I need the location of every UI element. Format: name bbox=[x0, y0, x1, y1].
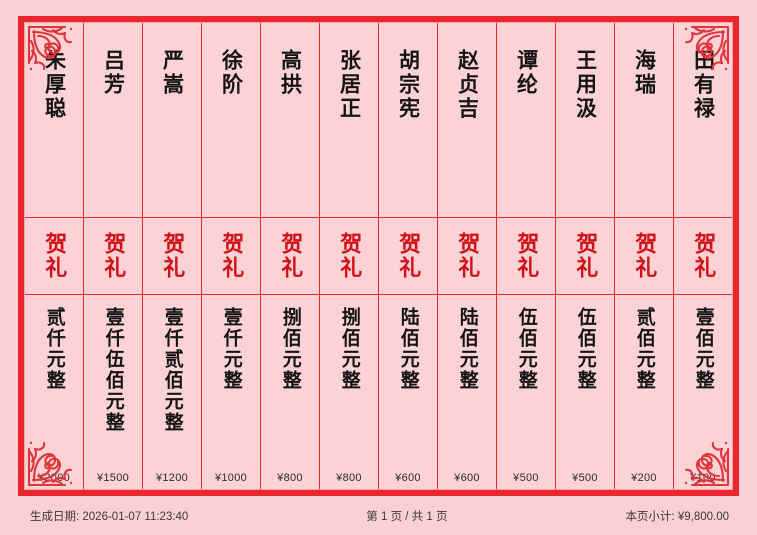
amount-in-words-text: 贰仟元整 bbox=[43, 307, 65, 391]
amount-in-words-text: 壹仟贰佰元整 bbox=[161, 307, 183, 433]
donor-name-text: 胡宗宪 bbox=[396, 49, 421, 121]
amount-numeric-label: ¥800 bbox=[277, 472, 303, 484]
gift-label-cell: 贺礼 bbox=[379, 218, 438, 294]
gift-label-text: 贺礼 bbox=[160, 232, 186, 280]
gift-label-cell: 贺礼 bbox=[25, 218, 84, 294]
gift-label-text: 贺礼 bbox=[396, 232, 422, 280]
amount-in-words-text: 贰佰元整 bbox=[633, 307, 655, 391]
amounts-row: 贰仟元整 ¥2000 壹仟伍佰元整 ¥1500 壹仟贰佰元整 ¥1200 壹仟元整 ¥1000… bbox=[25, 295, 732, 489]
amount-numeric-label: ¥1200 bbox=[155, 472, 189, 484]
donor-name-text: 朱厚聪 bbox=[42, 49, 67, 121]
gift-label-cell: 贺礼 bbox=[497, 218, 556, 294]
donor-name-text: 高拱 bbox=[278, 49, 303, 97]
donor-name-cell[interactable]: 徐阶 bbox=[202, 23, 261, 217]
gift-label-cell: 贺礼 bbox=[320, 218, 379, 294]
amount-in-words-text: 陆佰元整 bbox=[397, 307, 419, 391]
gift-label-text: 贺礼 bbox=[42, 232, 68, 280]
amount-in-words-text: 捌佰元整 bbox=[279, 307, 301, 391]
gift-amount-cell[interactable]: 伍佰元整 ¥500 bbox=[556, 295, 615, 489]
amount-numeric-label: ¥800 bbox=[336, 472, 362, 484]
gift-label-cell: 贺礼 bbox=[615, 218, 674, 294]
amount-numeric-label: ¥600 bbox=[395, 472, 421, 484]
gift-amount-cell[interactable]: 捌佰元整 ¥800 bbox=[320, 295, 379, 489]
gift-amount-cell[interactable]: 贰仟元整 ¥2000 bbox=[25, 295, 84, 489]
gift-label-cell: 贺礼 bbox=[143, 218, 202, 294]
amount-numeric-label: ¥2000 bbox=[37, 472, 71, 484]
gift-label-cell: 贺礼 bbox=[202, 218, 261, 294]
amount-in-words-text: 壹仟元整 bbox=[220, 307, 242, 391]
gift-label-text: 贺礼 bbox=[691, 232, 717, 280]
amount-numeric-label: ¥100 bbox=[690, 472, 716, 484]
donor-name-text: 徐阶 bbox=[219, 49, 244, 97]
amount-numeric-label: ¥1500 bbox=[96, 472, 130, 484]
amount-numeric-label: ¥1000 bbox=[214, 472, 248, 484]
donor-name-cell[interactable]: 朱厚聪 bbox=[25, 23, 84, 217]
donor-name-cell[interactable]: 王用汲 bbox=[556, 23, 615, 217]
donor-name-text: 赵贞吉 bbox=[455, 49, 480, 121]
gift-label-text: 贺礼 bbox=[101, 232, 127, 280]
donor-name-text: 海瑞 bbox=[632, 49, 657, 97]
gift-amount-cell[interactable]: 伍佰元整 ¥500 bbox=[497, 295, 556, 489]
donor-name-cell[interactable]: 高拱 bbox=[261, 23, 320, 217]
certificate-inner-frame: 朱厚聪 吕芳 严嵩 徐阶 高拱 张居正 胡宗宪 赵贞吉 谭纶 王用汲 海瑞 田有禄 贺礼 贺礼 贺礼 贺礼贺… bbox=[24, 22, 733, 490]
gift-label-cell: 贺礼 bbox=[674, 218, 732, 294]
amount-in-words-text: 壹仟伍佰元整 bbox=[102, 307, 124, 433]
gift-amount-cell[interactable]: 壹仟伍佰元整 ¥1500 bbox=[84, 295, 143, 489]
gift-label-text: 贺礼 bbox=[514, 232, 540, 280]
amount-in-words-text: 伍佰元整 bbox=[574, 307, 596, 391]
amount-numeric-label: ¥600 bbox=[454, 472, 480, 484]
page-subtotal-label: 本页小计: ¥9,800.00 bbox=[625, 511, 729, 523]
gift-amount-cell[interactable]: 陆佰元整 ¥600 bbox=[379, 295, 438, 489]
gift-label-cell: 贺礼 bbox=[438, 218, 497, 294]
donor-name-cell[interactable]: 张居正 bbox=[320, 23, 379, 217]
gift-label-text: 贺礼 bbox=[337, 232, 363, 280]
gift-amount-cell[interactable]: 壹仟贰佰元整 ¥1200 bbox=[143, 295, 202, 489]
gift-label-cell: 贺礼 bbox=[556, 218, 615, 294]
donor-name-text: 田有禄 bbox=[691, 49, 716, 121]
gift-registry-certificate: 朱厚聪 吕芳 严嵩 徐阶 高拱 张居正 胡宗宪 赵贞吉 谭纶 王用汲 海瑞 田有禄 贺礼 贺礼 贺礼 贺礼贺… bbox=[18, 16, 739, 496]
gift-amount-cell[interactable]: 壹佰元整 ¥100 bbox=[674, 295, 732, 489]
gift-amount-cell[interactable]: 捌佰元整 ¥800 bbox=[261, 295, 320, 489]
gift-amount-cell[interactable]: 贰佰元整 ¥200 bbox=[615, 295, 674, 489]
gift-label-cell: 贺礼 bbox=[261, 218, 320, 294]
donor-name-text: 严嵩 bbox=[160, 49, 185, 97]
amount-numeric-label: ¥500 bbox=[513, 472, 539, 484]
donor-name-cell[interactable]: 胡宗宪 bbox=[379, 23, 438, 217]
gift-label-row: 贺礼 贺礼 贺礼 贺礼 贺礼 贺礼 贺礼 贺礼 贺礼 贺礼 贺礼 贺礼 bbox=[25, 217, 732, 295]
gift-label-cell: 贺礼 bbox=[84, 218, 143, 294]
amount-in-words-text: 捌佰元整 bbox=[338, 307, 360, 391]
donor-name-cell[interactable]: 田有禄 bbox=[674, 23, 732, 217]
donor-name-text: 吕芳 bbox=[101, 49, 126, 97]
donor-name-cell[interactable]: 吕芳 bbox=[84, 23, 143, 217]
generated-date-label: 生成日期: 2026-01-07 11:23:40 bbox=[30, 511, 189, 523]
page-footer: 生成日期: 2026-01-07 11:23:40 第 1 页 / 共 1 页 … bbox=[18, 506, 739, 526]
gift-label-text: 贺礼 bbox=[278, 232, 304, 280]
donor-name-cell[interactable]: 赵贞吉 bbox=[438, 23, 497, 217]
gift-amount-cell[interactable]: 陆佰元整 ¥600 bbox=[438, 295, 497, 489]
gift-label-text: 贺礼 bbox=[573, 232, 599, 280]
gift-label-text: 贺礼 bbox=[455, 232, 481, 280]
donor-name-cell[interactable]: 海瑞 bbox=[615, 23, 674, 217]
amount-in-words-text: 陆佰元整 bbox=[456, 307, 478, 391]
donor-name-text: 谭纶 bbox=[514, 49, 539, 97]
pagination-label: 第 1 页 / 共 1 页 bbox=[366, 511, 448, 523]
amount-numeric-label: ¥200 bbox=[631, 472, 657, 484]
gift-amount-cell[interactable]: 壹仟元整 ¥1000 bbox=[202, 295, 261, 489]
donor-name-text: 王用汲 bbox=[573, 49, 598, 121]
donor-name-cell[interactable]: 谭纶 bbox=[497, 23, 556, 217]
donor-name-text: 张居正 bbox=[337, 49, 362, 121]
amount-in-words-text: 壹佰元整 bbox=[692, 307, 714, 391]
gift-label-text: 贺礼 bbox=[632, 232, 658, 280]
donor-name-cell[interactable]: 严嵩 bbox=[143, 23, 202, 217]
amount-in-words-text: 伍佰元整 bbox=[515, 307, 537, 391]
amount-numeric-label: ¥500 bbox=[572, 472, 598, 484]
names-row: 朱厚聪 吕芳 严嵩 徐阶 高拱 张居正 胡宗宪 赵贞吉 谭纶 王用汲 海瑞 田有禄 bbox=[25, 23, 732, 217]
gift-label-text: 贺礼 bbox=[219, 232, 245, 280]
